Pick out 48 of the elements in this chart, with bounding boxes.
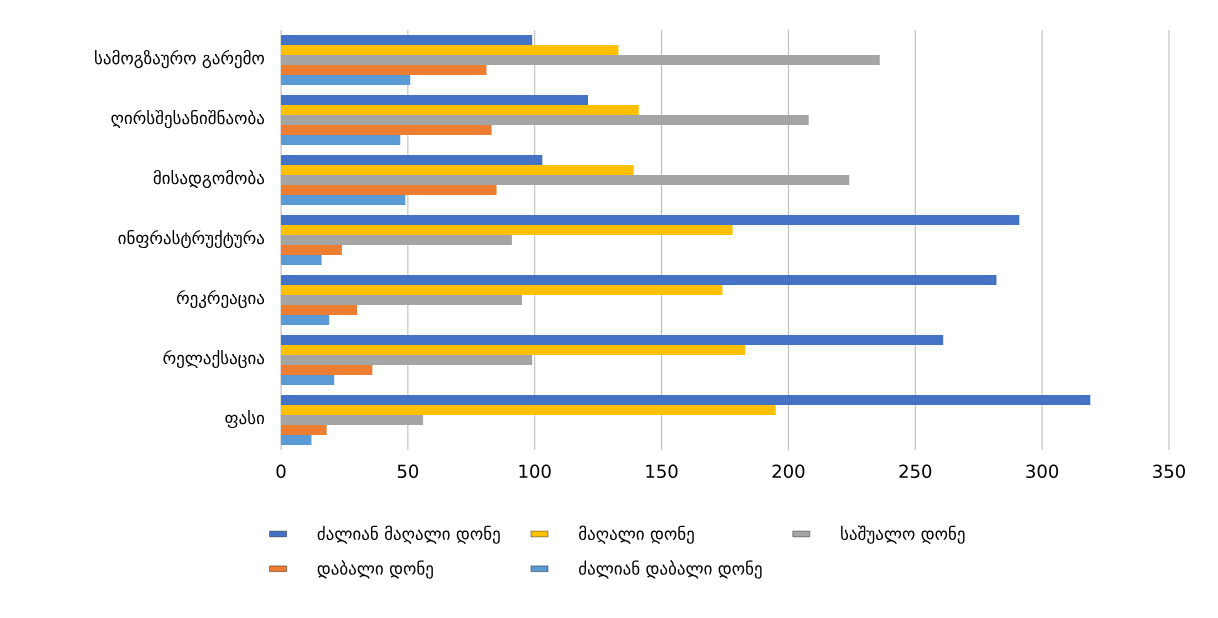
y-tick-label: რელაქსაცია [163, 349, 265, 369]
bar [281, 374, 335, 385]
bar [281, 244, 342, 255]
y-tick-label: ფასი [225, 409, 265, 429]
x-tick-label: 50 [397, 464, 419, 479]
y-tick-label: ინფრასტრუქტურა [118, 229, 265, 249]
bar [281, 254, 322, 265]
x-tick-label: 250 [899, 464, 932, 479]
bar [281, 285, 723, 296]
y-tick-label: რეკრეაცია [176, 289, 265, 309]
bar [281, 395, 1091, 406]
legend-label: მაღალი დონე [579, 525, 694, 544]
bar [281, 64, 487, 75]
bar [281, 165, 634, 176]
legend-label: ძალიან დაბალი დონე [579, 560, 762, 579]
legend-label: დაბალი დონე [317, 560, 433, 579]
x-tick-label: 200 [772, 464, 805, 479]
y-tick-label: სამოგზაურო გარემო [95, 49, 264, 69]
y-tick-label: მისადგომობა [153, 169, 265, 189]
bar [281, 35, 533, 46]
x-tick-label: 350 [1153, 464, 1185, 479]
bar [281, 424, 327, 435]
x-tick-label: 100 [519, 464, 551, 479]
y-tick-label: ღირსშესანიშნაობა [111, 109, 265, 129]
x-tick-label: 300 [1026, 464, 1059, 479]
bar [281, 134, 401, 145]
x-tick-label: 0 [276, 464, 286, 479]
bar [281, 304, 358, 315]
bar [281, 215, 1020, 226]
bar [281, 314, 330, 325]
bar [281, 434, 312, 445]
legend-label: საშუალო დონე [841, 525, 965, 544]
bar [281, 184, 497, 195]
legend-label: ძალიან მაღალი დონე [317, 525, 500, 544]
bar [281, 364, 373, 375]
bar [281, 74, 411, 85]
bar [281, 105, 639, 116]
bar [281, 225, 733, 236]
bar [281, 95, 588, 106]
x-tick-label: 150 [646, 464, 678, 479]
bar [281, 405, 776, 416]
bar [281, 275, 997, 286]
bar [281, 194, 406, 205]
bar [281, 335, 944, 346]
bar [281, 345, 746, 356]
bar [281, 155, 543, 166]
bar [281, 45, 619, 56]
bar [281, 124, 492, 135]
